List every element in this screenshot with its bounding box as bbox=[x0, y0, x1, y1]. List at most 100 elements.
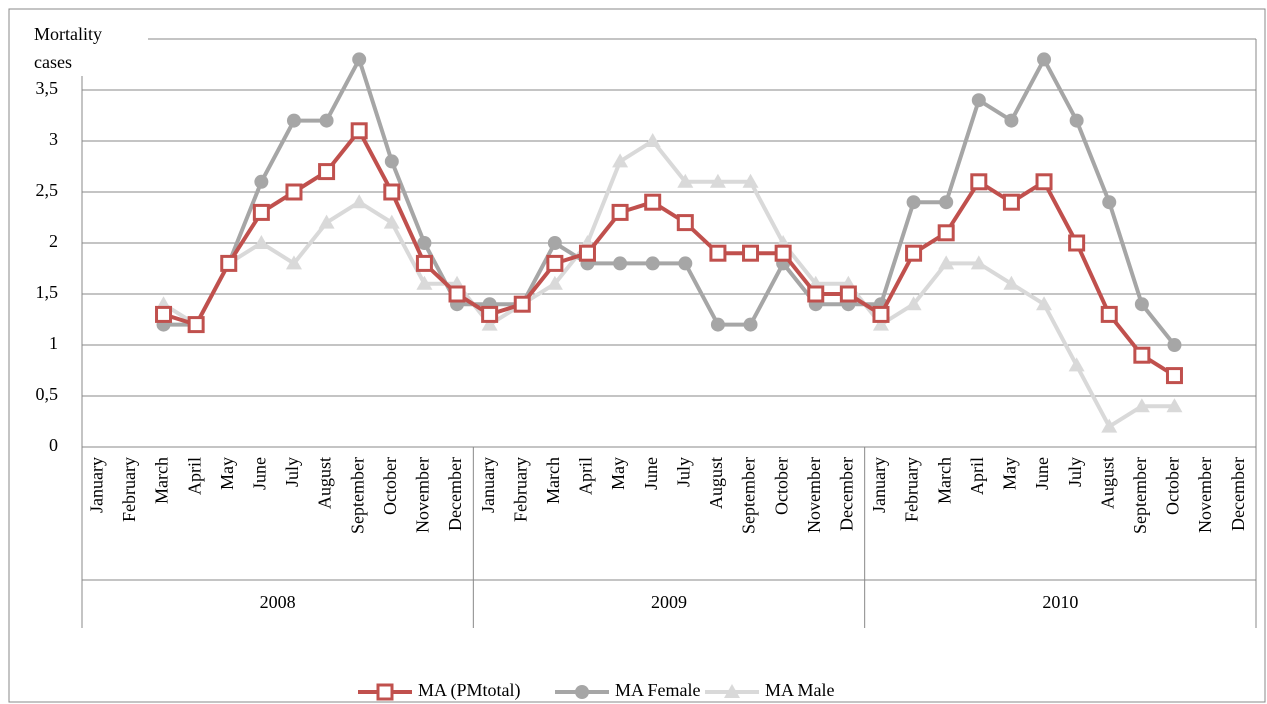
y-tick-label: 3 bbox=[49, 129, 58, 149]
marker-square bbox=[376, 683, 394, 701]
series-line bbox=[162, 139, 1175, 429]
marker-square bbox=[285, 183, 303, 201]
marker-square bbox=[252, 203, 270, 221]
marker-triangle bbox=[938, 255, 955, 270]
y-tick-label: 0 bbox=[49, 435, 58, 455]
x-tick-label: September bbox=[347, 457, 367, 534]
y-tick-label: 2,5 bbox=[36, 180, 59, 200]
marker-triangle bbox=[253, 235, 270, 249]
marker-triangle bbox=[416, 275, 433, 290]
y-tick-label: 1 bbox=[49, 333, 58, 353]
marker-square bbox=[1133, 346, 1151, 364]
x-tick-label: October bbox=[1163, 457, 1183, 515]
marker-circle bbox=[1037, 52, 1052, 67]
marker-triangle bbox=[1036, 296, 1053, 311]
x-tick-label: January bbox=[869, 457, 889, 513]
marker-square bbox=[1165, 367, 1183, 385]
group-label: 2010 bbox=[1042, 592, 1078, 612]
x-tick-label: June bbox=[1032, 457, 1052, 490]
marker-triangle bbox=[1166, 398, 1183, 413]
legend-item: MA Male bbox=[705, 680, 835, 700]
marker-square bbox=[546, 254, 564, 272]
x-tick-label: September bbox=[739, 457, 759, 534]
x-tick-label: July bbox=[282, 457, 302, 487]
x-tick-label: October bbox=[771, 457, 791, 515]
x-tick-label: August bbox=[706, 457, 726, 509]
y-tick-label: 3,5 bbox=[36, 78, 59, 98]
marker-square bbox=[1068, 234, 1086, 252]
legend-item: MA Female bbox=[555, 680, 701, 700]
marker-circle bbox=[384, 154, 399, 169]
x-tick-label: February bbox=[510, 457, 530, 522]
marker-triangle bbox=[709, 173, 726, 188]
marker-triangle bbox=[481, 316, 498, 331]
marker-triangle bbox=[742, 173, 759, 188]
marker-circle bbox=[1004, 113, 1019, 128]
x-tick-label: December bbox=[445, 457, 465, 531]
marker-square bbox=[872, 305, 890, 323]
marker-square bbox=[742, 244, 760, 262]
marker-circle bbox=[547, 236, 562, 250]
y-tick-label: 0,5 bbox=[36, 384, 59, 404]
legend-label: MA Male bbox=[765, 680, 835, 700]
marker-square bbox=[1035, 173, 1053, 191]
group-label: 2008 bbox=[260, 592, 296, 612]
marker-square bbox=[709, 244, 727, 262]
legend-item: MA (PMtotal) bbox=[358, 680, 521, 701]
x-tick-label: September bbox=[1130, 457, 1150, 534]
marker-circle bbox=[286, 113, 301, 128]
x-tick-label: August bbox=[315, 457, 335, 509]
legend-label: MA Female bbox=[615, 680, 701, 700]
marker-triangle bbox=[1133, 398, 1150, 413]
marker-square bbox=[774, 244, 792, 262]
marker-square bbox=[220, 254, 238, 272]
marker-square bbox=[644, 193, 662, 211]
x-tick-label: November bbox=[804, 457, 824, 533]
x-tick-label: March bbox=[152, 457, 172, 504]
x-tick-label: April bbox=[184, 457, 204, 495]
x-tick-label: June bbox=[249, 457, 269, 490]
x-tick-label: July bbox=[673, 457, 693, 487]
group-label: 2009 bbox=[651, 592, 687, 612]
marker-circle bbox=[575, 685, 589, 699]
marker-triangle bbox=[644, 133, 661, 147]
marker-circle bbox=[1134, 297, 1149, 312]
marker-circle bbox=[319, 113, 334, 128]
marker-triangle bbox=[677, 173, 694, 188]
marker-square bbox=[187, 316, 205, 334]
x-tick-label: July bbox=[1065, 457, 1085, 487]
x-tick-label: October bbox=[380, 457, 400, 515]
x-tick-label: May bbox=[217, 457, 237, 490]
marker-triangle bbox=[612, 153, 629, 168]
marker-triangle bbox=[1003, 275, 1020, 290]
x-tick-label: May bbox=[1000, 457, 1020, 490]
marker-circle bbox=[1102, 195, 1117, 210]
marker-triangle bbox=[872, 316, 889, 331]
marker-square bbox=[155, 305, 173, 323]
x-tick-label: November bbox=[1195, 457, 1215, 533]
marker-square bbox=[905, 244, 923, 262]
marker-square bbox=[970, 173, 988, 191]
marker-circle bbox=[352, 52, 367, 67]
marker-square bbox=[676, 214, 694, 232]
x-tick-label: June bbox=[641, 457, 661, 490]
x-tick-label: January bbox=[86, 457, 106, 513]
marker-circle bbox=[254, 174, 269, 189]
series-line bbox=[163, 57, 1177, 347]
marker-triangle bbox=[285, 255, 302, 270]
x-tick-label: January bbox=[478, 457, 498, 513]
x-tick-label: August bbox=[1097, 457, 1117, 509]
marker-circle bbox=[417, 236, 432, 250]
series-line bbox=[162, 128, 1176, 378]
marker-square bbox=[807, 285, 825, 303]
marker-square bbox=[318, 163, 336, 181]
marker-triangle bbox=[1068, 357, 1085, 372]
marker-square bbox=[513, 295, 531, 313]
marker-triangle bbox=[318, 214, 335, 229]
marker-square bbox=[1002, 193, 1020, 211]
marker-triangle bbox=[351, 194, 368, 209]
marker-circle bbox=[1069, 113, 1084, 128]
x-tick-label: December bbox=[836, 457, 856, 531]
